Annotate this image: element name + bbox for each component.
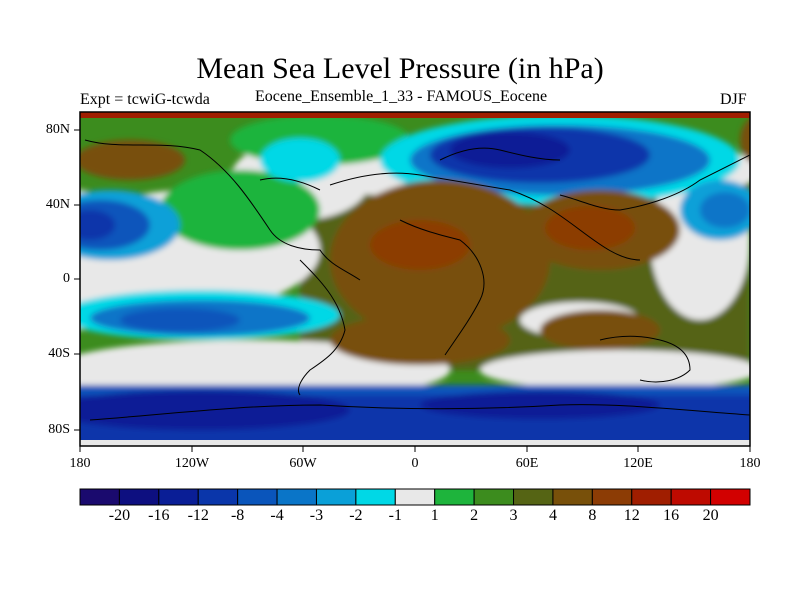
colorbar-label: 8	[588, 507, 597, 524]
lat-label-80s: 80S	[48, 422, 70, 437]
lat-label-80n: 80N	[45, 122, 70, 137]
field-layer	[80, 112, 750, 446]
colorbar-label: -4	[270, 507, 284, 524]
colorbar-label: -2	[349, 507, 363, 524]
lon-label-120e: 120E	[623, 456, 653, 471]
colorbar-label: -12	[187, 507, 209, 524]
colorbar-swatch	[394, 488, 436, 506]
colorbar-swatch	[670, 488, 712, 506]
colorbar-label: 4	[548, 507, 557, 524]
lon-label-0: 0	[411, 456, 419, 471]
colorbar-swatch	[631, 488, 672, 506]
colorbar-label: -20	[108, 507, 131, 524]
colorbar-label: 1	[430, 507, 439, 524]
colorbar-swatch	[552, 488, 593, 506]
coastlines	[84, 139, 750, 421]
lat-label-0: 0	[63, 271, 70, 286]
lat-label-40n: 40N	[45, 197, 70, 212]
colorbar-label: 2	[470, 507, 479, 524]
colorbar-swatch	[315, 488, 357, 506]
colorbar-swatch	[197, 488, 239, 506]
colorbar-swatch	[473, 488, 515, 506]
colorbar-label: -16	[148, 507, 170, 524]
colorbar-swatch	[513, 488, 554, 506]
colorbar-swatch	[434, 488, 475, 506]
lon-label-180e: 180	[739, 456, 761, 471]
colorbar-swatch	[276, 488, 317, 506]
experiment-label: Expt = tcwiG-tcwda	[80, 91, 210, 108]
colorbar-label: -1	[388, 507, 402, 524]
colorbar-swatch	[710, 488, 751, 506]
colorbar-swatch	[158, 488, 199, 506]
colorbar	[79, 488, 751, 506]
colorbar-label: 20	[702, 507, 719, 524]
colorbar-label: 3	[509, 507, 518, 524]
tick-marks	[74, 129, 751, 452]
lat-label-40s: 40S	[48, 346, 70, 361]
colorbar-swatch	[118, 488, 160, 506]
ensemble-label: Eocene_Ensemble_1_33 - FAMOUS_Eocene	[255, 88, 548, 105]
chart-title: Mean Sea Level Pressure (in hPa)	[196, 52, 604, 85]
colorbar-label: -3	[309, 507, 324, 524]
lon-label-60w: 60W	[289, 456, 317, 471]
lon-label-60e: 60E	[515, 456, 539, 471]
colorbar-swatch	[591, 488, 633, 506]
colorbar-label: 16	[663, 507, 680, 524]
colorbar-label: -8	[230, 507, 245, 524]
colorbar-label: 12	[623, 507, 640, 524]
lon-label-120w: 120W	[174, 456, 210, 471]
season-label: DJF	[720, 91, 747, 108]
colorbar-swatch	[79, 488, 120, 506]
colorbar-swatch	[355, 488, 396, 506]
colorbar-swatch	[237, 488, 278, 506]
lon-label-180w: 180	[69, 456, 91, 471]
